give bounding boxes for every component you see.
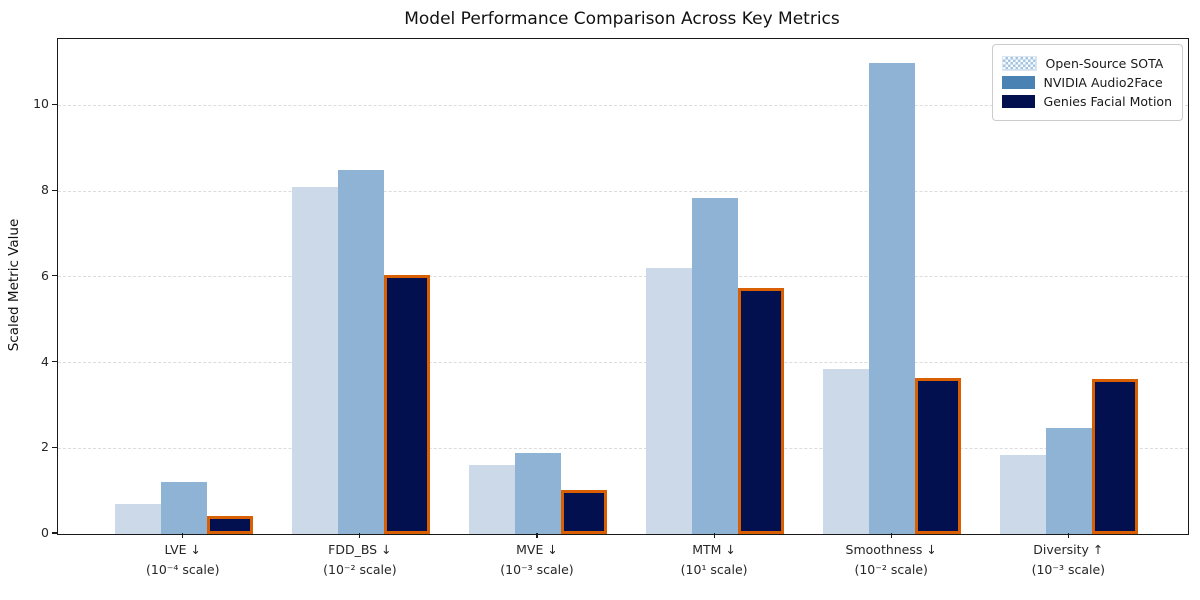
bar-open-source-sota — [1000, 454, 1047, 534]
xtick-mark — [536, 533, 538, 538]
xtick-label: MTM ↓ (10¹ scale) — [680, 542, 748, 577]
ytick-label-2: 2 — [41, 439, 49, 455]
legend-item: Genies Facial Motion — [1001, 94, 1172, 109]
bar-open-source-sota — [291, 186, 338, 534]
bar-open-source-sota — [823, 369, 870, 534]
legend-swatch-genies-facial-motion — [1001, 95, 1035, 108]
legend: Open-Source SOTA NVIDIA Audio2Face Genie… — [991, 44, 1183, 121]
ytick-mark — [52, 189, 57, 191]
xtick-mark — [1067, 533, 1069, 538]
xtick-mark — [713, 533, 715, 538]
bar-group-mve — [468, 453, 607, 534]
ytick-mark — [52, 275, 57, 277]
xtick-label: Smoothness ↓ (10⁻² scale) — [845, 542, 937, 577]
legend-label: Open-Source SOTA — [1045, 56, 1164, 71]
xtick-label: Diversity ↑ (10⁻³ scale) — [1031, 542, 1106, 577]
legend-item: Open-Source SOTA — [1001, 56, 1172, 71]
legend-label: Genies Facial Motion — [1043, 94, 1172, 109]
bar-open-source-sota — [646, 268, 693, 534]
bar-group-fdd_bs — [291, 169, 430, 534]
bar-genies-facial-motion — [206, 515, 253, 534]
bar-nvidia-audio2face — [514, 453, 561, 534]
bar-nvidia-audio2face — [869, 62, 916, 534]
legend-label: NVIDIA Audio2Face — [1043, 75, 1163, 90]
gridline-y-6 — [58, 276, 1188, 278]
bar-nvidia-audio2face — [160, 481, 207, 534]
xtick-mark — [359, 533, 361, 538]
ytick-label-0: 0 — [41, 525, 49, 540]
xtick-label: MVE ↓ (10⁻³ scale) — [500, 542, 574, 577]
bar-group-lve — [114, 481, 253, 534]
ytick-mark — [52, 446, 57, 448]
bar-open-source-sota — [468, 465, 515, 534]
gridline-y-10 — [58, 104, 1188, 106]
bar-genies-facial-motion — [738, 287, 785, 534]
gridline-y-2 — [58, 447, 1188, 449]
xtick-mark — [890, 533, 892, 538]
bar-nvidia-audio2face — [1046, 427, 1093, 534]
bar-open-source-sota — [114, 504, 161, 534]
ytick-mark — [52, 360, 57, 363]
bar-genies-facial-motion — [1092, 378, 1139, 534]
ytick-mark — [52, 103, 57, 106]
gridline-y-8 — [58, 190, 1188, 192]
ytick-label-4: 4 — [41, 353, 49, 369]
legend-swatch-nvidia-audio2face — [1001, 76, 1035, 89]
bar-group-diversity — [1000, 378, 1139, 534]
bar-genies-facial-motion — [383, 274, 430, 534]
xtick-label: LVE ↓ (10⁻⁴ scale) — [146, 542, 220, 577]
chart-title: Model Performance Comparison Across Key … — [404, 9, 840, 29]
legend-item: NVIDIA Audio2Face — [1001, 75, 1172, 90]
ytick-mark — [52, 532, 57, 534]
bar-nvidia-audio2face — [692, 197, 739, 534]
ytick-label-8: 8 — [41, 182, 49, 198]
xtick-label: FDD_BS ↓ (10⁻² scale) — [323, 542, 397, 577]
bar-nvidia-audio2face — [337, 169, 384, 534]
bar-genies-facial-motion — [915, 377, 962, 534]
bar-group-smoothness — [823, 62, 962, 534]
bar-group-mtm — [646, 197, 785, 534]
bar-genies-facial-motion — [560, 490, 607, 534]
xtick-mark — [182, 533, 184, 538]
ytick-label-6: 6 — [41, 267, 49, 283]
ytick-label-10: 10 — [33, 96, 49, 112]
legend-swatch-open-source-sota — [1001, 56, 1037, 71]
gridline-y-4 — [58, 362, 1188, 364]
